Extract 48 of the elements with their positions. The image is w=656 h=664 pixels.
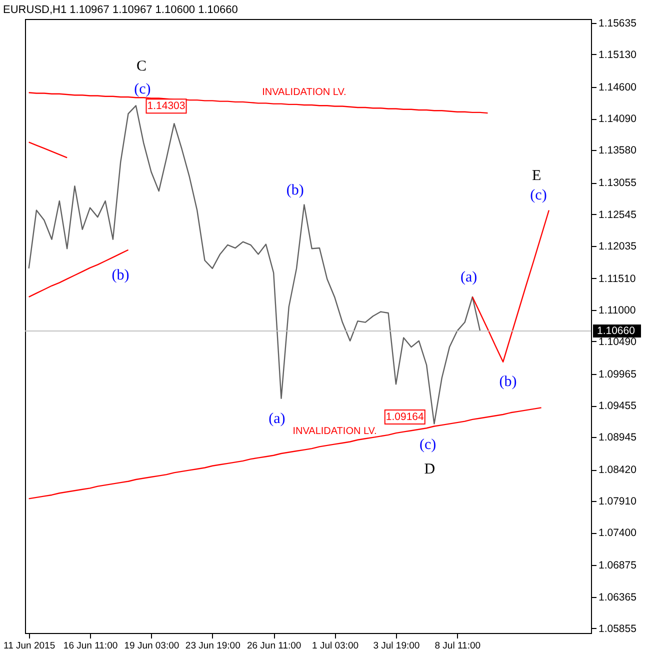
annotation: (a) (460, 270, 478, 286)
annotation: 1.09164 (386, 411, 424, 424)
annotation: (c) (530, 187, 547, 204)
y-tick-label: 1.07400 (598, 527, 637, 540)
y-tick-label: 1.06365 (598, 591, 637, 604)
x-tick-label: 3 Jul 19:00 (373, 640, 420, 652)
y-tick-label: 1.08945 (598, 432, 637, 444)
x-tick-label: 11 Jun 2015 (4, 640, 56, 652)
y-tick-label: 1.13580 (598, 144, 637, 157)
series-label: INVALIDATION LV. (292, 426, 377, 438)
annotation: C (136, 58, 146, 74)
y-tick-label: 1.14600 (598, 82, 637, 94)
y-tick-label: 1.15130 (598, 48, 637, 61)
annotation: (a) (268, 411, 286, 428)
y-tick-label: 1.11510 (598, 272, 636, 285)
chart-title: EURUSD,H1 1.10967 1.10967 1.10600 1.10660 (3, 4, 238, 16)
annotation: (c) (419, 437, 436, 454)
line-series (28, 142, 68, 158)
y-tick-label: 1.09455 (598, 400, 637, 412)
x-tick-label: 1 Jul 03:00 (312, 640, 359, 652)
y-tick-label: 1.10490 (598, 336, 637, 348)
y-tick-label: 1.08420 (598, 464, 637, 476)
annotation: (b) (286, 182, 304, 198)
x-tick-label: 8 Jul 11:00 (434, 640, 481, 652)
line-series (28, 407, 542, 500)
annotation: (b) (112, 268, 130, 284)
line-series (28, 249, 129, 298)
y-tick-label: 1.13055 (598, 177, 637, 190)
annotation: (c) (134, 82, 151, 98)
x-tick-label: 23 Jun 19:00 (185, 640, 240, 652)
x-tick-label: 16 Jun 11:00 (63, 640, 118, 652)
annotation: E (532, 168, 542, 184)
annotation: D (424, 461, 436, 478)
y-tick-label: 1.14090 (598, 113, 637, 126)
y-tick-label: 1.05855 (598, 622, 637, 635)
y-tick-label: 1.11000 (598, 304, 636, 316)
annotation: (b) (499, 374, 517, 390)
x-tick-label: 26 Jun 11:00 (246, 640, 302, 652)
ref-line-label: 1.10660 (597, 324, 636, 337)
y-tick-label: 1.07910 (598, 496, 637, 508)
annotation: 1.14303 (147, 100, 186, 112)
x-tick-label: 19 Jun 03:00 (124, 640, 180, 652)
y-tick-label: 1.12035 (598, 240, 637, 252)
series-label: INVALIDATION LV. (262, 87, 346, 98)
y-tick-label: 1.06875 (598, 560, 637, 572)
y-tick-label: 1.09965 (598, 368, 637, 380)
y-tick-label: 1.12545 (598, 208, 637, 221)
y-tick-label: 1.15635 (598, 18, 637, 30)
